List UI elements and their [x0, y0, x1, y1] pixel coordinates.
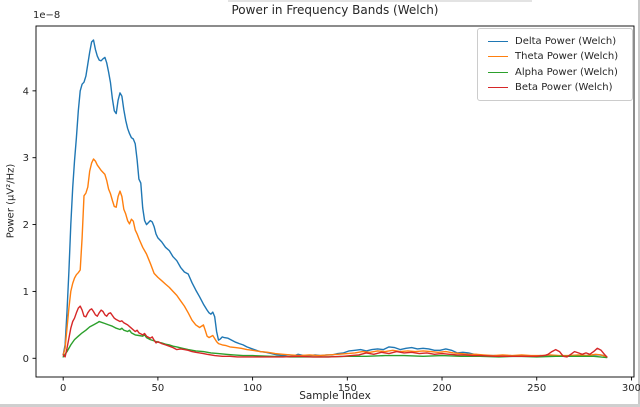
y-tick-label: 1 [23, 287, 29, 298]
legend-item-delta: Delta Power (Welch) [484, 34, 626, 50]
x-tick-label: 300 [622, 383, 640, 394]
legend-line-alpha [488, 71, 508, 73]
x-tick-label: 250 [527, 383, 546, 394]
legend-label-alpha: Alpha Power (Welch) [515, 66, 618, 78]
window-edge-bottom [0, 404, 640, 407]
y-tick-label: 0 [23, 354, 29, 365]
y-axis-label: Power (µV²/Hz) [5, 163, 17, 239]
y-tick-label: 3 [23, 153, 29, 164]
window-edge-right [638, 0, 640, 407]
legend-item-beta: Beta Power (Welch) [484, 80, 626, 96]
y-axis-offset-label: 1e−8 [33, 10, 61, 21]
x-tick-label: 50 [152, 383, 165, 394]
legend-label-theta: Theta Power (Welch) [515, 51, 619, 63]
x-tick-label: 200 [432, 383, 451, 394]
y-tick-label: 4 [23, 86, 29, 97]
series-line-beta [62, 305, 608, 358]
window-edge-top [228, 0, 532, 2]
x-tick-label: 150 [338, 383, 357, 394]
legend-box: Delta Power (Welch) Theta Power (Welch) Al… [477, 28, 633, 101]
series-line-alpha [62, 320, 608, 359]
legend-line-delta [488, 40, 508, 42]
legend-label-delta: Delta Power (Welch) [515, 35, 617, 47]
legend-label-beta: Beta Power (Welch) [515, 82, 613, 94]
legend-line-theta [488, 56, 508, 58]
legend-item-theta: Theta Power (Welch) [484, 49, 626, 65]
chart-title: Power in Frequency Bands (Welch) [231, 3, 439, 17]
legend-item-alpha: Alpha Power (Welch) [484, 65, 626, 81]
x-axis-label: Sample Index [299, 390, 371, 402]
x-tick-label: 100 [243, 383, 262, 394]
legend-line-beta [488, 87, 508, 89]
y-tick-label: 2 [23, 220, 29, 231]
series-line-theta [62, 158, 608, 358]
x-tick-label: 0 [60, 383, 66, 394]
series-line-delta [62, 39, 608, 358]
axes-spines [35, 25, 635, 378]
